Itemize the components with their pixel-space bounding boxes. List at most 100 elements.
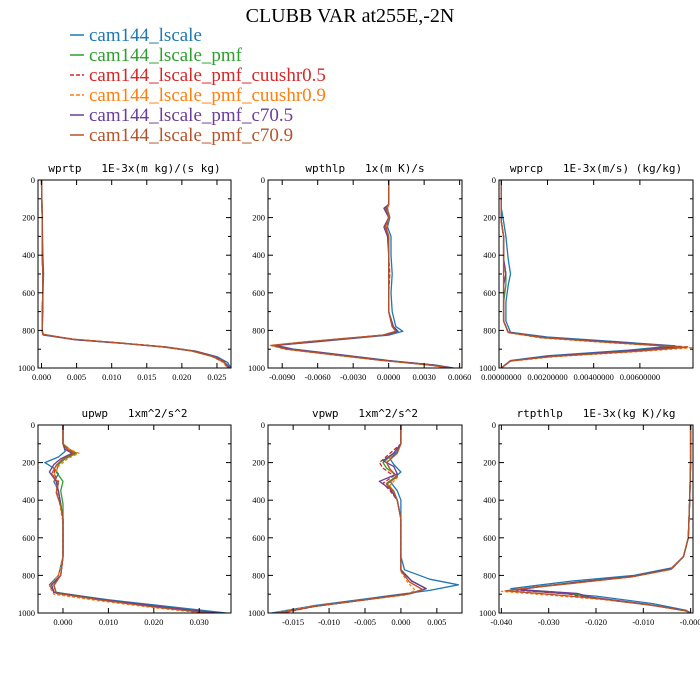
y-tick-label: 0 (261, 420, 265, 430)
series-line (40, 180, 231, 368)
y-tick-label: 400 (483, 250, 496, 260)
panel-title: wpthlp 1x(m K)/s (305, 162, 424, 175)
series-line (274, 180, 453, 368)
series-line (500, 180, 687, 368)
x-tick-label: -0.020 (585, 617, 607, 627)
x-tick-label: 0.010 (99, 617, 118, 627)
y-tick-label: 1000 (18, 363, 35, 373)
series-line (282, 425, 427, 613)
y-tick-label: 600 (22, 533, 35, 543)
y-tick-label: 800 (483, 325, 496, 335)
chart-panel: wprtp 1E-3x(m kg)/(s kg) 0 200 400 600 800 100… (18, 162, 232, 382)
x-tick-label: 0.00400000 (574, 372, 614, 382)
panel-title: wprtp 1E-3x(m kg)/(s kg) (48, 162, 220, 175)
plot-frame (267, 179, 463, 369)
figure-title: CLUBB VAR at255E,-2N (246, 5, 455, 27)
y-tick-label: 400 (252, 495, 265, 505)
y-tick-label: 400 (22, 250, 35, 260)
x-tick-label: 0.025 (207, 372, 226, 382)
series-line (500, 425, 692, 613)
x-tick-label: -0.010 (632, 617, 654, 627)
panel-title: upwp 1xm^2/s^2 (82, 407, 188, 420)
series-line (278, 425, 427, 613)
y-tick-label: 800 (22, 570, 35, 580)
y-tick-label: 200 (252, 213, 265, 223)
x-tick-label: -0.030 (538, 617, 560, 627)
legend-entry: cam144_lscale_pmf_c70.5 (89, 105, 293, 126)
x-tick-label: 0.030 (190, 617, 209, 627)
y-tick-label: 800 (252, 570, 265, 580)
legend: cam144_lscalecam144_lscale_pmfcam144_lsc… (70, 25, 326, 146)
series-line (275, 180, 454, 368)
series-line (271, 425, 460, 613)
y-tick-label: 1000 (248, 363, 265, 373)
x-tick-label: 0.010 (102, 372, 121, 382)
series-line (270, 180, 451, 368)
y-tick-label: 600 (252, 533, 265, 543)
series-line (500, 180, 676, 368)
y-tick-label: 600 (252, 288, 265, 298)
series-line (40, 180, 231, 368)
plot-frame (37, 424, 232, 614)
x-tick-label: 0.005 (67, 372, 86, 382)
chart-panel: wprcp 1E-3x(m/s) (kg/kg) 0 200 400 600 800 100… (479, 162, 694, 382)
panel-title: rtpthlp 1E-3x(kg K)/kg (517, 407, 676, 420)
y-tick-label: 600 (483, 533, 496, 543)
plot-frame (498, 424, 694, 614)
x-tick-label: 0.00200000 (527, 372, 567, 382)
y-tick-label: 0 (492, 420, 496, 430)
x-tick-label: -0.0030 (340, 372, 366, 382)
legend-entry: cam144_lscale_pmf_cuushr0.5 (89, 65, 326, 86)
series-line (273, 180, 453, 368)
y-tick-label: 200 (22, 458, 35, 468)
y-tick-label: 400 (483, 495, 496, 505)
x-tick-label: 0.020 (172, 372, 191, 382)
panels: wprtp 1E-3x(m kg)/(s kg) 0 200 400 600 800 100… (18, 162, 700, 627)
series-line (40, 180, 231, 368)
series-line (278, 425, 424, 613)
series-line (40, 180, 231, 368)
series-line (48, 425, 204, 613)
y-tick-label: 0 (261, 175, 265, 185)
plot-frame (267, 424, 463, 614)
panel-title: vpwp 1xm^2/s^2 (312, 407, 418, 420)
legend-entry: cam144_lscale (89, 25, 202, 46)
y-tick-label: 600 (483, 288, 496, 298)
chart-panel: wpthlp 1x(m K)/s 0 200 400 600 800 1000 -0.0090… (248, 162, 471, 382)
x-tick-label: 0.0060 (448, 372, 471, 382)
series-line (278, 425, 427, 613)
x-tick-label: -0.000 (680, 617, 700, 627)
x-tick-label: -0.0060 (305, 372, 331, 382)
x-tick-label: 0.00000000 (481, 372, 521, 382)
y-tick-label: 1000 (479, 363, 496, 373)
y-tick-label: 800 (483, 570, 496, 580)
chart-panel: vpwp 1xm^2/s^2 0 200 400 600 800 1000 -0.015 -0.… (248, 407, 463, 627)
y-tick-label: 1000 (479, 608, 496, 618)
y-tick-label: 200 (483, 458, 496, 468)
y-tick-label: 0 (31, 175, 35, 185)
y-tick-label: 600 (22, 288, 35, 298)
x-tick-label: -0.040 (490, 617, 512, 627)
y-tick-label: 0 (492, 175, 496, 185)
y-tick-label: 400 (22, 495, 35, 505)
x-tick-label: 0.005 (427, 617, 446, 627)
y-tick-label: 400 (252, 250, 265, 260)
x-tick-label: 0.020 (144, 617, 163, 627)
y-tick-label: 1000 (248, 608, 265, 618)
chart-panel: upwp 1xm^2/s^2 0 200 400 600 800 1000 0.000 0.01… (18, 407, 232, 627)
series-line (40, 180, 229, 368)
x-tick-label: -0.015 (282, 617, 304, 627)
x-tick-label: -0.010 (318, 617, 340, 627)
series-line (269, 180, 448, 368)
x-tick-label: 0.0030 (412, 372, 435, 382)
x-tick-label: 0.00600000 (620, 372, 660, 382)
x-tick-label: 0.0000 (377, 372, 400, 382)
panel-title: wprcp 1E-3x(m/s) (kg/kg) (510, 162, 682, 175)
x-tick-label: 0.000 (32, 372, 51, 382)
x-tick-label: 0.000 (391, 617, 410, 627)
series-line (272, 180, 452, 368)
chart-panel: rtpthlp 1E-3x(kg K)/kg02004006008001000-… (479, 407, 700, 627)
legend-entry: cam144_lscale_pmf_c70.9 (89, 125, 293, 146)
plot-frame (37, 179, 232, 369)
y-tick-label: 800 (22, 325, 35, 335)
